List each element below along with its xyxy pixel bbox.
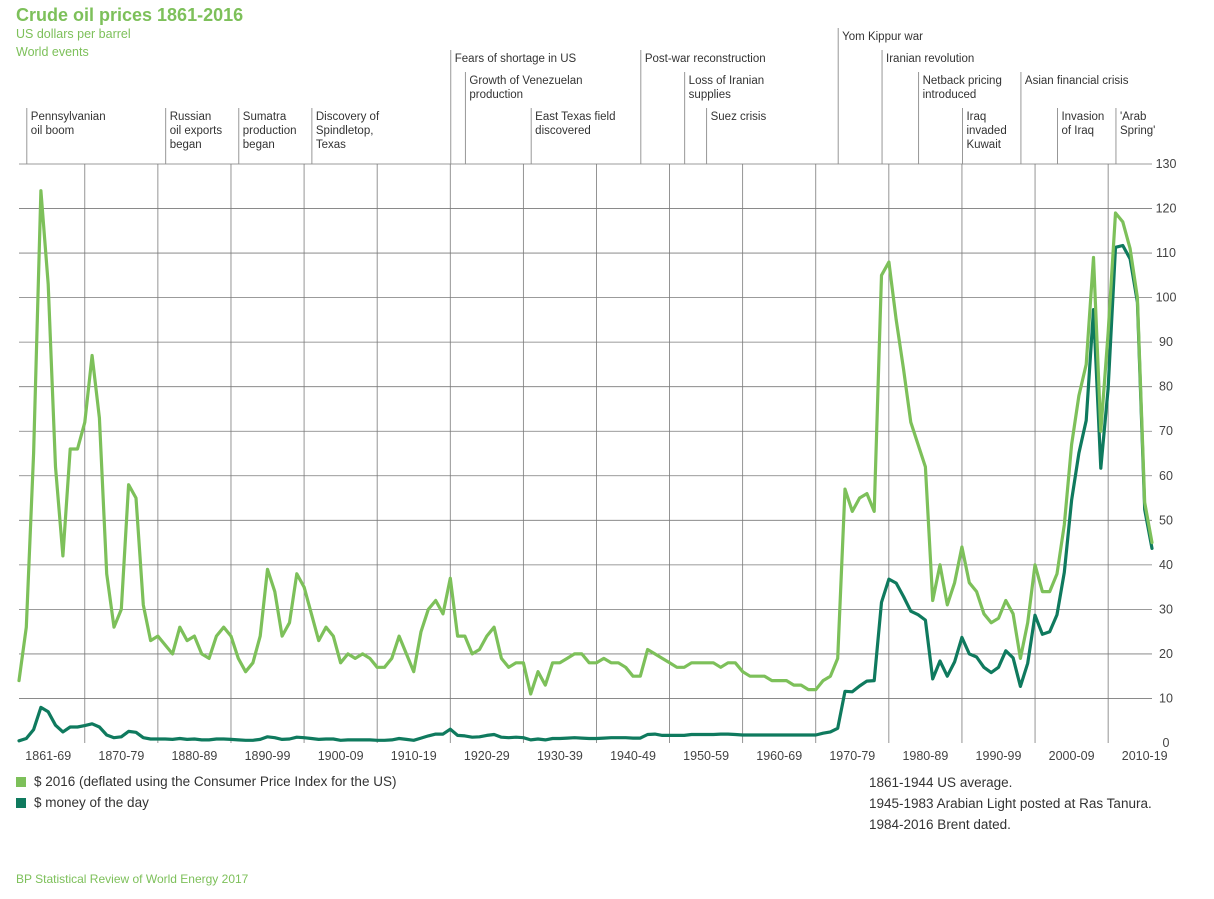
x-decade-label: 1910-19	[391, 749, 437, 763]
x-decade-label: 1980-89	[902, 749, 948, 763]
event-annotations: Pennsylvanian oil boom Russian oil exports b…	[26, 28, 1155, 164]
legend-item-nominal: $ money of the day	[16, 795, 149, 810]
x-decade-label: 2010-19	[1122, 749, 1168, 763]
x-decade-label: 1920-29	[464, 749, 510, 763]
event-label: introduced	[923, 89, 977, 101]
x-decade-label: 1970-79	[829, 749, 875, 763]
event-label: production	[469, 89, 523, 101]
event-label: Spindletop,	[316, 125, 374, 137]
x-decade-label: 1950-59	[683, 749, 729, 763]
y-tick-label: 30	[1159, 602, 1173, 616]
oil-price-chart: Pennsylvanian oil boom Russian oil exports b…	[17, 28, 1177, 763]
x-decade-label: 1900-09	[318, 749, 364, 763]
gridlines	[19, 163, 1152, 743]
x-decade-label: 1940-49	[610, 749, 656, 763]
x-decade-label: 1890-99	[245, 749, 291, 763]
event-label: Loss of Iranian	[689, 75, 764, 87]
note-line-1: 1861-1944 US average.	[869, 775, 1013, 790]
event-label: discovered	[535, 125, 591, 137]
y-tick-label: 100	[1156, 291, 1177, 305]
event-label: East Texas field	[535, 111, 615, 123]
note-line-2: 1945-1983 Arabian Light posted at Ras Ta…	[869, 796, 1152, 811]
x-decade-label: 1930-39	[537, 749, 583, 763]
x-axis-decade-labels: 1861-69 1870-79 1880-89 1890-99 1900-09 1910-…	[25, 749, 1167, 763]
y-tick-label: 0	[1163, 736, 1170, 750]
event-label: supplies	[689, 89, 731, 101]
x-decade-label: 1880-89	[171, 749, 217, 763]
event-label: oil boom	[31, 125, 74, 137]
y-tick-label: 50	[1159, 513, 1173, 527]
y-tick-label: 80	[1159, 380, 1173, 394]
chart-title: Crude oil prices 1861-2016	[16, 5, 244, 25]
event-label: Fears of shortage in US	[455, 53, 577, 65]
x-decade-label: 1870-79	[98, 749, 144, 763]
event-label: Suez crisis	[711, 111, 767, 123]
event-label: Asian financial crisis	[1025, 75, 1129, 87]
event-label: Discovery of	[316, 111, 380, 123]
source-credit: BP Statistical Review of World Energy 20…	[16, 872, 249, 886]
event-label: of Iraq	[1061, 125, 1094, 137]
event-label: Sumatra	[243, 111, 287, 123]
series-line-real	[17, 189, 1154, 696]
legend-swatch-nominal	[16, 798, 26, 808]
y-tick-label: 40	[1159, 558, 1173, 572]
event-label: began	[170, 139, 202, 151]
x-decade-label: 1990-99	[976, 749, 1022, 763]
event-label: Kuwait	[966, 139, 1001, 151]
units-subtitle: US dollars per barrel	[16, 27, 131, 41]
event-label: Pennsylvanian	[31, 111, 106, 123]
note-line-3: 1984-2016 Brent dated.	[869, 817, 1011, 832]
x-decade-label: 2000-09	[1049, 749, 1095, 763]
y-tick-label: 60	[1159, 469, 1173, 483]
legend-label-nominal: $ money of the day	[34, 795, 149, 810]
event-label: invaded	[966, 125, 1006, 137]
event-label: Iranian revolution	[886, 53, 974, 65]
y-tick-label: 10	[1159, 691, 1173, 705]
y-tick-label: 70	[1159, 424, 1173, 438]
series-lines	[17, 189, 1154, 743]
y-tick-label: 20	[1159, 647, 1173, 661]
event-label: production	[243, 125, 297, 137]
event-label: began	[243, 139, 275, 151]
series-line-nominal	[17, 243, 1154, 743]
y-axis-ticks: 0 10 20 30 40 50 60 70 80 90 100 110 120 130	[1156, 157, 1177, 750]
event-label: Invasion	[1061, 111, 1104, 123]
y-tick-label: 130	[1156, 157, 1177, 171]
event-label: Texas	[316, 139, 346, 151]
event-label: Spring'	[1120, 125, 1155, 137]
event-label: Yom Kippur war	[842, 31, 923, 43]
event-label: Iraq	[966, 111, 986, 123]
event-label: Russian	[170, 111, 212, 123]
legend-swatch-real	[16, 777, 26, 787]
x-decade-label: 1861-69	[25, 749, 71, 763]
event-label: 'Arab	[1120, 111, 1147, 123]
x-decade-label: 1960-69	[756, 749, 802, 763]
event-label: Netback pricing	[923, 75, 1002, 87]
event-label: oil exports	[170, 125, 223, 137]
legend-item-real: $ 2016 (deflated using the Consumer Pric…	[16, 774, 396, 789]
y-tick-label: 90	[1159, 335, 1173, 349]
y-tick-label: 110	[1156, 246, 1176, 260]
event-label: Growth of Venezuelan	[469, 75, 582, 87]
events-subtitle: World events	[16, 45, 89, 59]
y-tick-label: 120	[1156, 202, 1177, 216]
event-label: Post-war reconstruction	[645, 53, 766, 65]
legend-label-real: $ 2016 (deflated using the Consumer Pric…	[34, 774, 397, 789]
